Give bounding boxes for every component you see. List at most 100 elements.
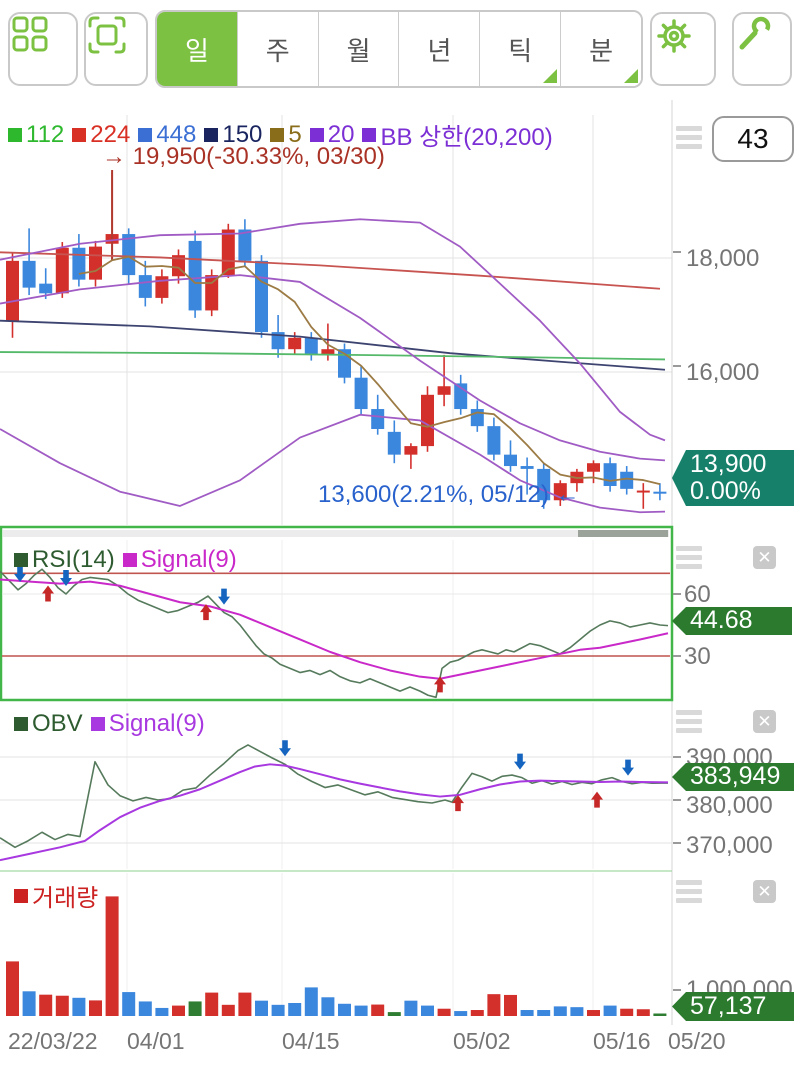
main-chart-legend: 112 224 448 150 5 20 BB 상한(20,200) (8, 117, 553, 152)
obv-panel-menu-icon[interactable] (676, 710, 702, 733)
date-label: 04/01 (127, 1028, 185, 1054)
tab-년[interactable]: 년 (399, 12, 481, 86)
main-panel-menu-icon[interactable] (676, 126, 702, 149)
fullscreen-button[interactable] (84, 12, 148, 86)
volume-close-icon[interactable]: ✕ (753, 880, 776, 903)
legend-swatch (72, 127, 87, 142)
volume-bar (421, 1005, 434, 1016)
volume-bar (354, 1005, 368, 1016)
buy-arrow-icon (452, 795, 465, 812)
volume-panel-menu-icon[interactable] (676, 880, 702, 903)
legend-item: 448 (138, 121, 196, 149)
tab-일[interactable]: 일 (157, 12, 238, 86)
tab-label: 년 (427, 35, 452, 66)
candle-body (22, 260, 36, 288)
current-change: 0.00% (690, 477, 761, 505)
rsi-scrollbar-track (3, 530, 669, 537)
rsi-legend: RSI(14) Signal(9) (14, 546, 237, 574)
bb_upper-line (0, 218, 666, 442)
candle-body (371, 409, 385, 429)
volume-bar (172, 1005, 185, 1016)
tab-주[interactable]: 주 (237, 12, 319, 86)
candle-body (304, 337, 318, 355)
volume-bar (155, 1007, 169, 1016)
legend-item: 224 (72, 121, 130, 149)
sell-arrow-icon (14, 565, 27, 582)
high-annotation: → 19,950(-30.33%, 03/30) (102, 143, 385, 170)
candle-body (188, 240, 202, 311)
volume-bar (437, 1008, 451, 1016)
date-label: 04/15 (282, 1028, 340, 1054)
tab-분[interactable]: 분 (561, 12, 641, 86)
legend-swatch (14, 717, 28, 731)
volume-bar (404, 1000, 418, 1016)
settings-button[interactable] (650, 12, 716, 86)
volume-bar (587, 1010, 600, 1016)
buy-arrow-icon (200, 604, 212, 621)
rsi-panel-border (0, 525, 674, 702)
volume-bar (39, 994, 53, 1016)
obv-signal (0, 763, 669, 862)
volume-bar (653, 1013, 667, 1016)
fullscreen-icon (88, 16, 126, 54)
rsi-panel-menu-icon[interactable] (676, 546, 702, 569)
legend-label: 150 (222, 120, 263, 148)
obv-close-icon[interactable]: ✕ (753, 710, 776, 733)
volume-bar (89, 1000, 102, 1016)
candle-body (387, 431, 401, 455)
candle-body (288, 337, 302, 350)
current-price: 13,900 (690, 449, 767, 478)
tab-label: 월 (346, 35, 371, 66)
volume-bar (105, 896, 119, 1016)
date-label: 05/16 (593, 1028, 651, 1054)
candle-body (603, 463, 617, 486)
tab-label: 분 (589, 35, 614, 66)
candle-count-box[interactable]: 43 (712, 116, 794, 162)
legend-item: 150 (204, 121, 262, 149)
volume-bar (55, 995, 69, 1016)
grid-icon (12, 16, 48, 52)
legend-label: 112 (26, 120, 65, 148)
volume-bar (537, 1010, 551, 1016)
legend-item: Signal(9) (90, 710, 205, 738)
legend-swatch (309, 127, 324, 142)
candle-body (620, 471, 634, 489)
tools-button[interactable] (732, 12, 792, 86)
legend-swatch (8, 127, 22, 142)
legend-swatch (14, 553, 28, 567)
tab-틱[interactable]: 틱 (480, 12, 562, 86)
sell-arrow-icon (60, 570, 72, 586)
volume-bar (338, 1003, 351, 1016)
bb_lower-line (0, 413, 666, 514)
candle-body (404, 446, 418, 455)
date-label: 05/20 (668, 1028, 726, 1054)
volume-legend: 거래량 (14, 878, 98, 913)
legend-label: 224 (90, 120, 131, 148)
sell-arrow-icon (514, 753, 526, 770)
legend-item: 거래량 (14, 878, 98, 913)
legend-label: Signal(9) (108, 710, 205, 737)
volume-bar (6, 961, 19, 1016)
volume-bar (304, 987, 318, 1016)
candle-body (271, 332, 285, 350)
volume-bar (288, 1003, 302, 1016)
candle-body (39, 283, 53, 294)
candle-body (487, 426, 501, 455)
date-label: 05/02 (453, 1028, 511, 1054)
rsi-value: 44.68 (690, 606, 753, 635)
volume-bar (570, 1007, 584, 1016)
date-label: 22/03/22 (8, 1028, 98, 1054)
legend-swatch (122, 553, 137, 567)
rsi-close-icon[interactable]: ✕ (753, 546, 776, 569)
layout-grid-button[interactable] (8, 12, 78, 86)
legend-label: 거래량 (32, 885, 99, 912)
obv-legend: OBV Signal(9) (14, 710, 205, 738)
tab-월[interactable]: 월 (318, 12, 400, 86)
tab-label: 일 (184, 35, 209, 66)
rsi-label-60: 60 (684, 581, 711, 608)
volume-bar (603, 1005, 617, 1016)
candle-body (72, 247, 86, 280)
